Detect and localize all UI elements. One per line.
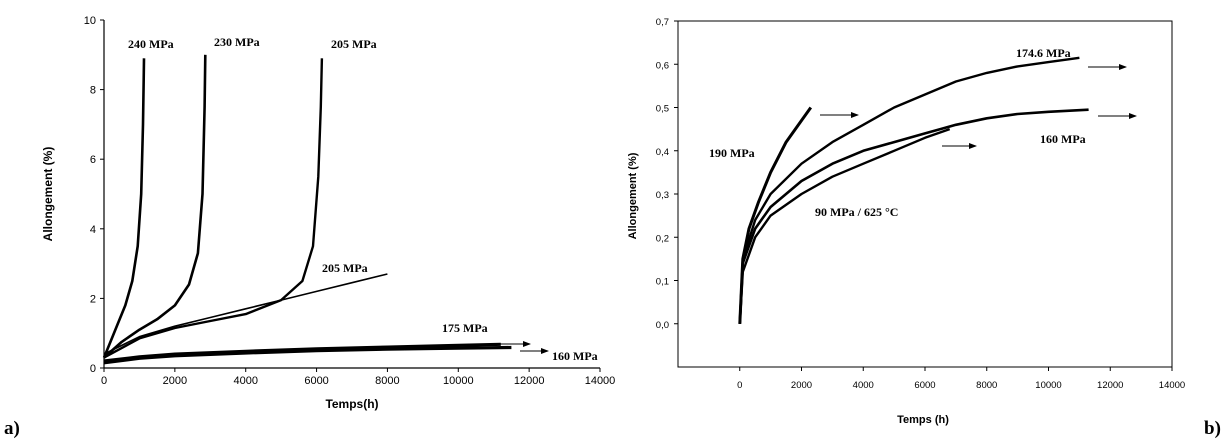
panel-a-y-tick-label: 8 [90, 85, 96, 97]
panel-a-series-line [103, 58, 324, 359]
panel-a-y-tick-label: 0 [90, 363, 96, 375]
panel-b-x-tick-label: 0 [737, 380, 742, 391]
panel-a-y-label: Allongement (%) [41, 147, 55, 242]
panel-a-y-tick-label: 10 [84, 15, 96, 27]
panel-a-series-line [102, 58, 146, 359]
panel-b-annotation-160: 160 MPa [1040, 132, 1086, 146]
panel-a-annotation-175: 175 MPa [442, 321, 488, 335]
panel-a-annotation-240: 240 MPa [128, 37, 174, 51]
panel-a-annotation-230: 230 MPa [214, 35, 260, 49]
panel-b-x-tick-label: 2000 [791, 380, 812, 391]
panel-b-annotation-190: 190 MPa [709, 146, 755, 160]
panel-b-x-tick-label: 10000 [1035, 380, 1061, 391]
panel-b-annotation-90: 90 MPa / 625 °C [815, 205, 898, 219]
panel-b-series [738, 56, 1089, 324]
panel-a-annotation-160: 160 MPa [552, 349, 598, 363]
panel-a-x-tick-label: 6000 [304, 375, 328, 387]
panel-b-ticks: 0 2000 4000 6000 8000 10000 12000 14000 0,0 0,1 0,… [656, 17, 1185, 391]
panel-b-x-tick-label: 14000 [1159, 380, 1185, 391]
panel-b-y-tick-label: 0,3 [656, 190, 669, 201]
panel-b-y-tick-label: 0,1 [656, 277, 669, 288]
panel-b: 0 2000 4000 6000 8000 10000 12000 14000 0,0 0,1 0,… [627, 17, 1221, 439]
panel-a-series-line [103, 54, 207, 359]
panel-a-series [102, 54, 512, 365]
panel-b-series-line [738, 127, 951, 324]
panel-a-x-tick-label: 12000 [514, 375, 545, 387]
panel-b-y-tick-label: 0,7 [656, 17, 669, 28]
panel-a-x-tick-label: 14000 [585, 375, 616, 387]
panel-a-ticks: 0 2000 4000 6000 8000 10000 12000 14000 0 2 4 6 8 10 [84, 15, 616, 387]
panel-a-annotation-205-top: 205 MPa [331, 37, 377, 51]
panel-b-series-line [738, 106, 813, 324]
panel-b-label: b) [1204, 418, 1221, 439]
panel-b-y-tick-label: 0,2 [656, 233, 669, 244]
panel-a-x-tick-label: 4000 [233, 375, 257, 387]
panel-b-x-tick-label: 6000 [914, 380, 935, 391]
panel-a-x-tick-label: 0 [101, 375, 107, 387]
panel-b-y-label: Allongement (%) [627, 152, 639, 239]
panel-b-x-tick-label: 12000 [1097, 380, 1123, 391]
panel-a-x-tick-label: 2000 [163, 375, 187, 387]
panel-b-series-line [738, 56, 1080, 324]
panel-a-series-line [103, 273, 388, 355]
panel-b-y-tick-label: 0,5 [656, 104, 669, 115]
panel-a: 0 2000 4000 6000 8000 10000 12000 140000246810 … [4, 15, 615, 439]
panel-a-x-label: Temps(h) [325, 397, 378, 411]
panel-b-annotation-174: 174.6 MPa [1016, 46, 1071, 60]
panel-b-series-line [738, 108, 1089, 324]
panel-b-x-tick-label: 8000 [976, 380, 997, 391]
panel-a-y-tick-label: 6 [90, 154, 96, 166]
panel-b-y-tick-label: 0,6 [656, 60, 669, 71]
panel-b-x-label: Temps (h) [897, 414, 949, 426]
panel-a-y-tick-label: 4 [90, 224, 96, 236]
panel-a-y-tick-label: 2 [90, 293, 96, 305]
panel-b-y-tick-label: 0,0 [656, 320, 669, 331]
panel-a-x-tick-label: 8000 [375, 375, 399, 387]
panel-a-series-line [103, 345, 512, 365]
panel-b-plot-frame [677, 20, 1173, 368]
panel-a-label: a) [4, 418, 20, 439]
panel-b-y-tick-label: 0,4 [656, 147, 669, 158]
panel-b-x-tick-label: 4000 [853, 380, 874, 391]
panel-a-x-tick-label: 10000 [443, 375, 474, 387]
panel-a-annotation-205-mid: 205 MPa [322, 261, 368, 275]
